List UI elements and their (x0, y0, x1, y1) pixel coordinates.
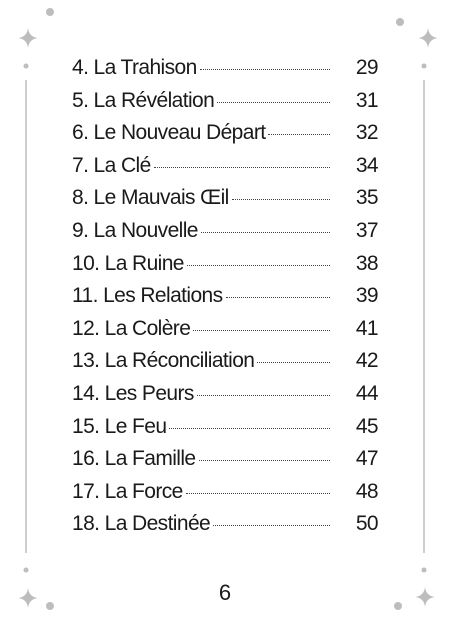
table-of-contents: 4. La Trahison 29 5. La Révélation 31 6. Le … (72, 56, 379, 545)
entry-page: 31 (355, 88, 379, 112)
leader-dots (200, 231, 330, 233)
entry-title: 12. La Colère (72, 316, 191, 340)
entry-page: 29 (355, 56, 379, 79)
leader-dots (268, 134, 330, 136)
entry-title: 14. Les Peurs (72, 381, 194, 405)
entry-title: 10. La Ruine (72, 251, 184, 275)
entry-title: 17. La Force (72, 479, 183, 503)
leader-dots (198, 460, 330, 462)
entry-title: 11. Les Relations (72, 284, 223, 308)
entry-page: 50 (355, 512, 379, 536)
leader-dots (199, 69, 330, 70)
entry-page: 44 (355, 381, 379, 405)
toc-entry: 17. La Force 48 (72, 479, 379, 513)
leader-dots (257, 362, 330, 364)
entry-page: 38 (355, 251, 379, 275)
entry-title: 16. La Famille (72, 447, 196, 471)
leader-dots (217, 101, 330, 103)
toc-entry: 11. Les Relations 39 (72, 284, 379, 317)
toc-entry: 15. Le Feu 45 (72, 414, 379, 448)
toc-entry: 4. La Trahison 29 (72, 56, 379, 89)
entry-title: 9. La Nouvelle (72, 218, 198, 242)
entry-title: 18. La Destinée (72, 512, 211, 536)
leader-dots (196, 394, 330, 396)
leader-dots (185, 492, 330, 494)
toc-entry: 8. Le Mauvais Œil 35 (72, 186, 379, 219)
leader-dots (193, 329, 330, 331)
toc-entry: 5. La Révélation 31 (72, 88, 379, 122)
entry-title: 4. La Trahison (72, 56, 197, 79)
entry-title: 8. Le Mauvais Œil (72, 186, 229, 210)
toc-entry: 13. La Réconciliation 42 (72, 349, 379, 382)
entry-title: 13. La Réconciliation (72, 349, 255, 373)
entry-page: 47 (355, 447, 379, 471)
entry-page: 35 (355, 186, 379, 210)
toc-entry: 14. Les Peurs 44 (72, 381, 379, 415)
entry-title: 7. La Clé (72, 153, 151, 177)
entry-title: 5. La Révélation (72, 88, 215, 112)
entry-page: 34 (355, 153, 379, 177)
toc-entry: 10. La Ruine 38 (72, 251, 379, 285)
toc-entry: 9. La Nouvelle 37 (72, 218, 379, 252)
toc-entry: 12. La Colère 41 (72, 316, 379, 350)
entry-page: 45 (355, 414, 379, 438)
leader-dots (225, 297, 330, 299)
entry-title: 15. Le Feu (72, 414, 167, 438)
page-number: 6 (218, 580, 232, 605)
leader-dots (169, 427, 330, 429)
leader-dots (231, 199, 330, 201)
entry-page: 32 (355, 121, 379, 145)
entry-page: 48 (355, 479, 379, 503)
entry-page: 39 (355, 284, 379, 308)
entry-page: 42 (355, 349, 379, 373)
toc-entry: 16. La Famille 47 (72, 447, 379, 480)
leader-dots (153, 166, 330, 168)
toc-entry: 6. Le Nouveau Départ 32 (72, 121, 379, 154)
entry-page: 41 (355, 316, 379, 340)
leader-dots (213, 525, 330, 527)
entry-title: 6. Le Nouveau Départ (72, 121, 266, 145)
leader-dots (186, 264, 330, 266)
toc-entry: 7. La Clé 34 (72, 153, 379, 187)
entry-page: 37 (355, 218, 379, 242)
toc-entry: 18. La Destinée 50 (72, 512, 379, 545)
